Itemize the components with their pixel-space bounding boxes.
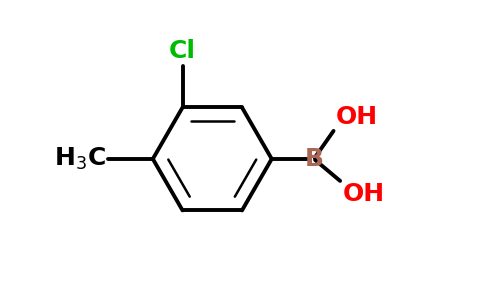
Text: Cl: Cl — [169, 39, 196, 63]
Text: H$_3$C: H$_3$C — [54, 146, 106, 172]
Text: B: B — [304, 147, 323, 171]
Text: OH: OH — [336, 105, 378, 129]
Text: OH: OH — [343, 182, 385, 206]
